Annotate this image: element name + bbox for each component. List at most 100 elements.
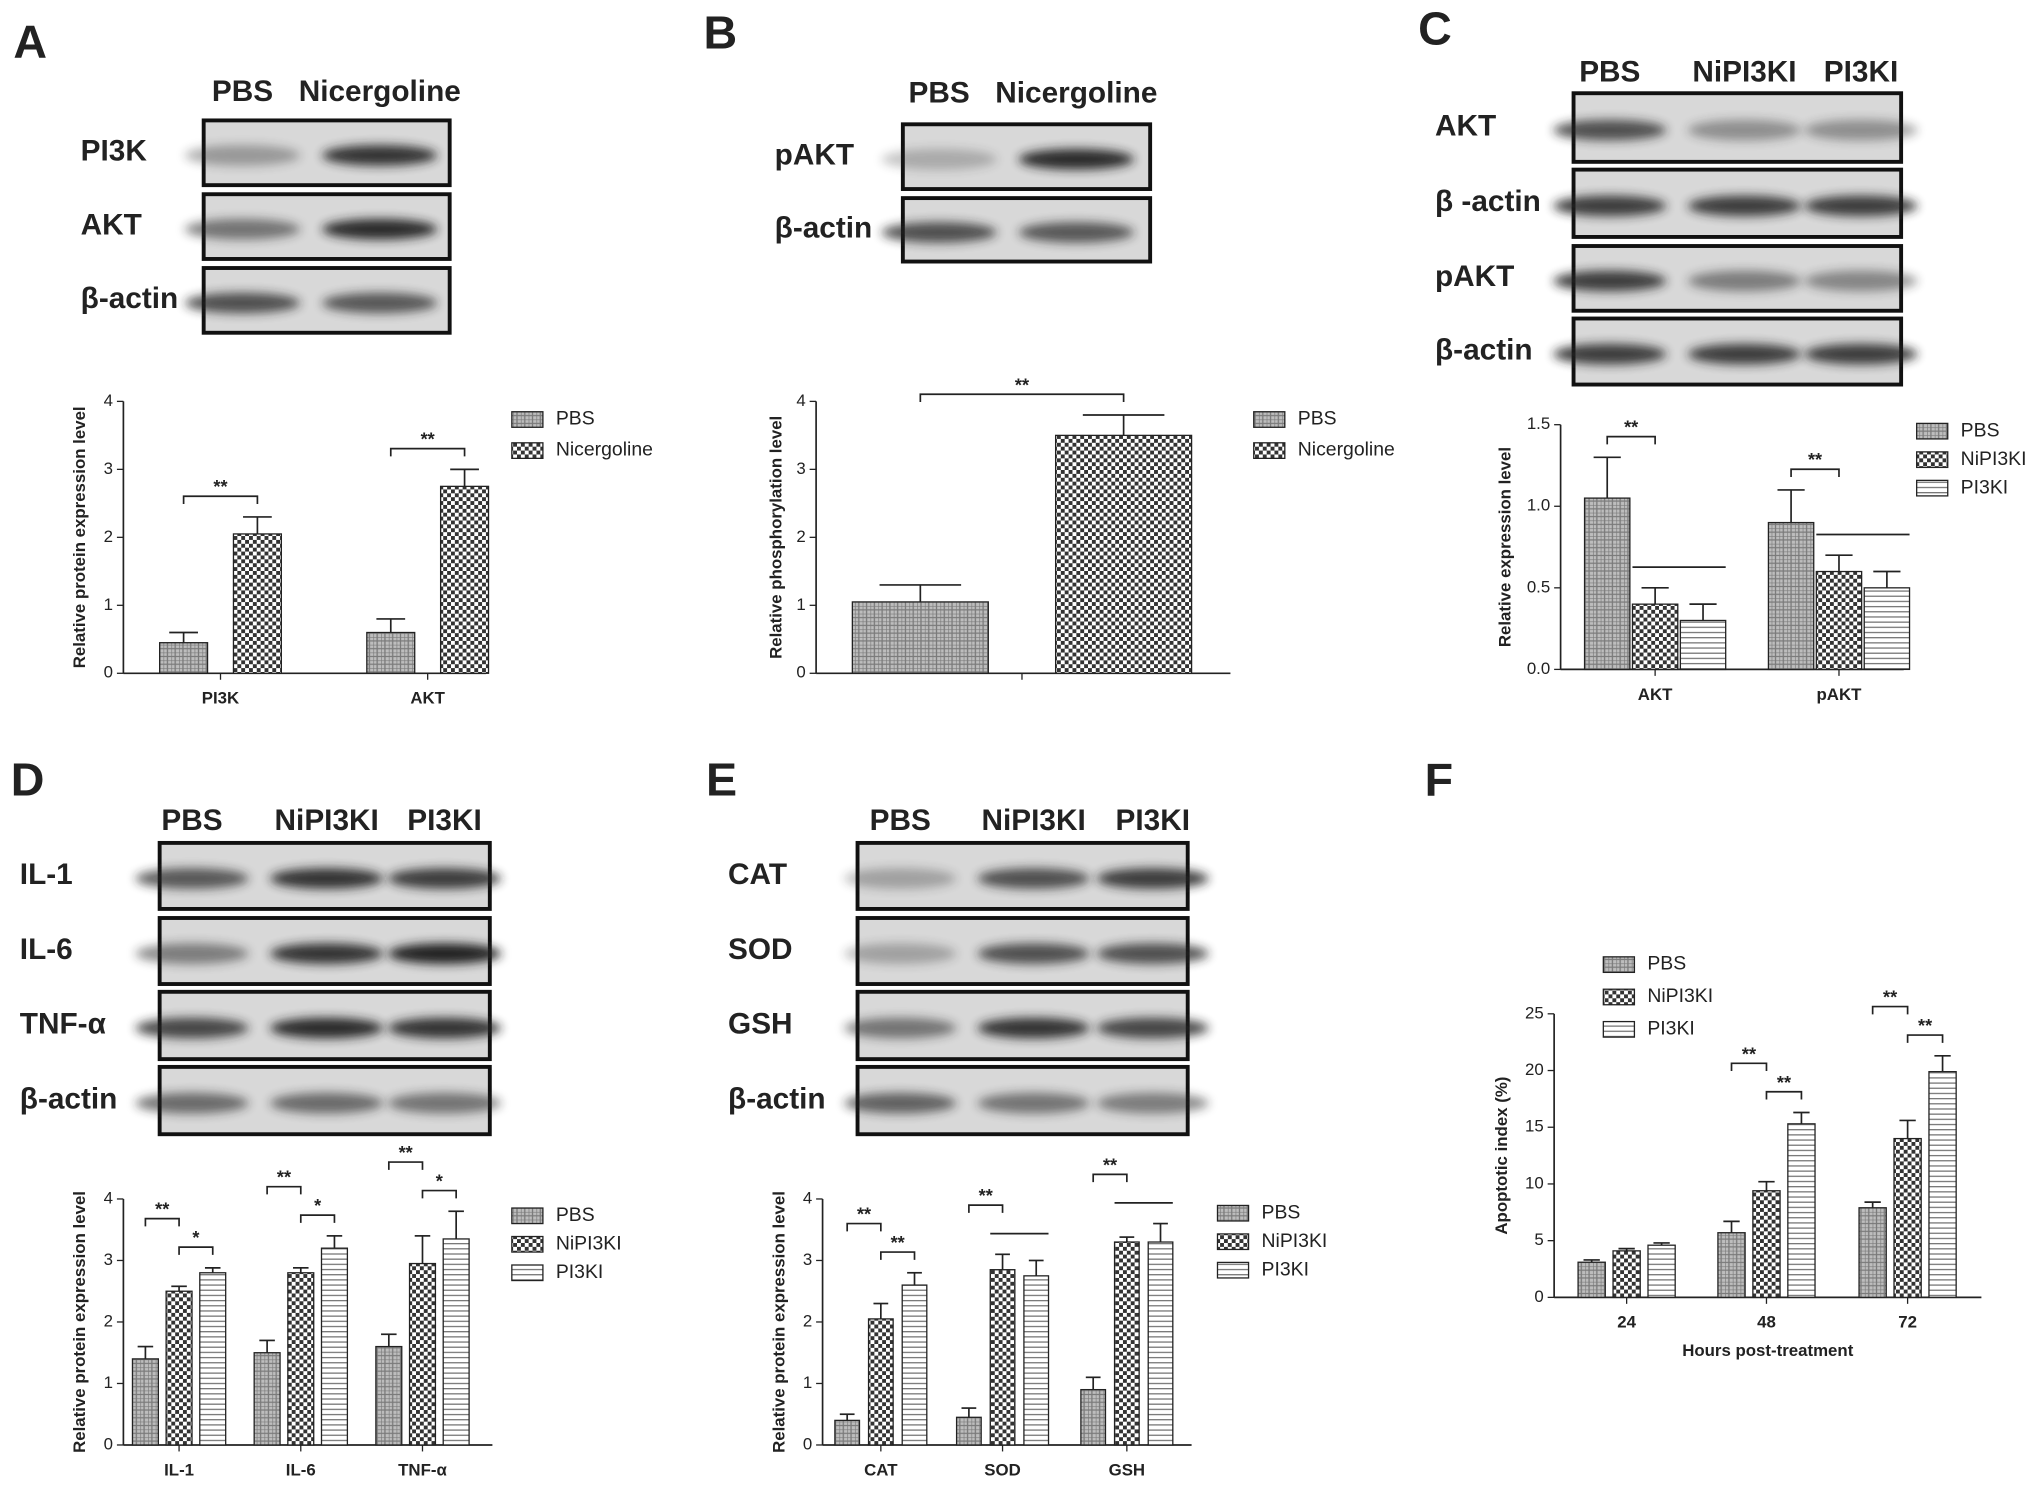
row-label: SOD [728, 933, 793, 966]
row-label: IL-6 [20, 933, 73, 966]
row-label: AKT [1435, 109, 1496, 142]
blot-band [270, 1017, 384, 1039]
bar [867, 1318, 894, 1446]
blot-band [387, 868, 502, 889]
significance-bracket [1871, 1005, 1909, 1015]
x-tick-label: GSH [1109, 1460, 1145, 1479]
y-tick-label: 3 [796, 459, 805, 478]
blot-band [387, 943, 502, 964]
bar [1787, 1123, 1816, 1299]
blot-band [977, 1092, 1090, 1114]
bar [834, 1419, 861, 1446]
lane-label: NiPI3KI [1692, 56, 1796, 89]
blot-band [844, 1092, 957, 1114]
significance-mark: ** [399, 1143, 414, 1163]
blot-band [977, 868, 1090, 889]
legend-label: PBS [556, 408, 595, 430]
x-tick-label: IL-6 [286, 1460, 316, 1479]
blot-band [1804, 119, 1918, 141]
legend-label: PI3KI [556, 1261, 603, 1283]
y-tick-label: 10 [1525, 1173, 1544, 1192]
blot-band [270, 868, 384, 889]
x-tick-label: CAT [864, 1460, 898, 1479]
blot-band [1018, 222, 1134, 243]
bar [1679, 619, 1727, 671]
significance-mark: ** [1883, 988, 1898, 1008]
blot-band [322, 292, 438, 314]
row-label: β-actin [775, 212, 873, 245]
significance-mark: ** [421, 430, 436, 450]
significance-bracket [1606, 435, 1656, 445]
blot-band [1096, 1092, 1209, 1114]
legend-swatch [1253, 442, 1286, 460]
y-tick-label: 2 [803, 1311, 812, 1330]
blot-band [322, 145, 438, 166]
row-label: CAT [728, 858, 787, 891]
significance-mark: ** [1015, 375, 1030, 395]
y-tick-label: 5 [1534, 1230, 1543, 1249]
legend-label: PBS [1262, 1201, 1301, 1223]
x-tick-label: 48 [1757, 1313, 1776, 1332]
bar [1893, 1137, 1922, 1299]
row-label: pAKT [1435, 260, 1514, 293]
panel-letter: D [11, 754, 45, 806]
bar [131, 1358, 160, 1446]
bar [1612, 1250, 1641, 1299]
y-tick-label: 1.5 [1527, 414, 1550, 433]
bar [1928, 1071, 1957, 1299]
lane-label: Nicergoline [995, 76, 1157, 109]
legend-label: NiPI3KI [1961, 448, 2027, 470]
panel-letter: B [703, 7, 737, 59]
y-tick-label: 0 [104, 663, 113, 682]
lane-label: PBS [161, 804, 222, 837]
significance-bracket [266, 1185, 302, 1195]
significance-bracket [1765, 1090, 1803, 1100]
row-label: AKT [81, 208, 142, 241]
row-label: β-actin [81, 282, 179, 315]
blot-band [1804, 343, 1918, 365]
legend-label: NiPI3KI [1262, 1230, 1328, 1252]
y-axis-label: Relative phosphorylation level [767, 416, 786, 659]
bar [253, 1352, 281, 1446]
legend-swatch [1916, 422, 1949, 440]
lane-label: PBS [1579, 56, 1640, 89]
bar [1577, 1261, 1606, 1299]
lane-label: PBS [212, 75, 273, 108]
legend-label: NiPI3KI [556, 1232, 622, 1254]
x-tick-label: TNF-α [398, 1460, 447, 1479]
y-tick-label: 0 [1534, 1287, 1543, 1306]
legend-label: PBS [1298, 408, 1337, 430]
bar [287, 1272, 315, 1446]
significance-bracket [1092, 1173, 1128, 1183]
significance-mark: * [192, 1228, 200, 1248]
significance-mark: ** [213, 477, 228, 497]
y-tick-label: 0 [104, 1434, 113, 1453]
y-tick-label: 1 [104, 595, 113, 614]
legend-swatch [1916, 451, 1949, 469]
bar [366, 631, 416, 674]
blot-band [270, 1092, 384, 1114]
blot-band [322, 218, 438, 240]
bar [1583, 497, 1631, 671]
significance-mark: ** [1808, 450, 1823, 470]
significance-bracket [968, 1204, 1004, 1213]
blot-band [387, 1092, 502, 1114]
legend-label: PBS [1961, 419, 2000, 441]
y-tick-label: 0.5 [1527, 577, 1550, 596]
legend-label: Nicergoline [1298, 439, 1395, 461]
significance-bracket [880, 1251, 916, 1260]
significance-mark: ** [857, 1205, 872, 1225]
significance-bracket [421, 1189, 457, 1199]
blot-band [184, 292, 301, 314]
y-tick-label: 3 [104, 459, 113, 478]
significance-bracket [846, 1222, 882, 1232]
legend-swatch [1602, 988, 1636, 1006]
legend-swatch [511, 1264, 544, 1282]
bar [1023, 1275, 1050, 1446]
blot-band [387, 1017, 502, 1039]
y-tick-label: 4 [104, 1188, 113, 1207]
legend-label: Nicergoline [556, 439, 653, 461]
blot-band [135, 1092, 249, 1114]
bar [901, 1284, 928, 1446]
